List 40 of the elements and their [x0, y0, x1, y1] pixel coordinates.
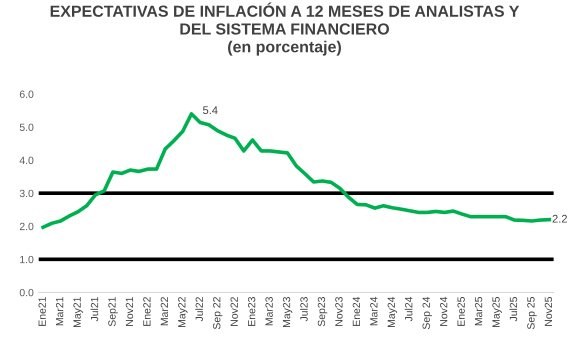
x-tick-label: May23	[282, 297, 292, 327]
x-tick-label: Ene24	[352, 296, 360, 326]
y-tick-label: 0.0	[20, 288, 34, 296]
x-tick-label: Mar23	[265, 297, 273, 326]
x-tick-label: Jul22	[195, 297, 203, 322]
x-tick-label: Nov21	[126, 297, 134, 326]
y-tick-label: 4.0	[20, 156, 34, 164]
x-tick-label: Ene21	[38, 297, 46, 326]
x-tick-label: Sep 25	[527, 297, 537, 330]
y-tick-label: 1.0	[20, 256, 34, 264]
x-tick-label: Jul23	[300, 297, 308, 322]
x-tick-label: May25	[492, 297, 502, 327]
y-tick-label: 3.0	[20, 190, 34, 198]
x-tick-label: Nov23	[335, 297, 343, 326]
y-tick-label: 2.0	[20, 222, 34, 230]
x-tick-label: Sep 24	[422, 296, 432, 330]
x-tick-label: Sep 22	[213, 297, 222, 330]
x-tick-label: Nov24	[440, 296, 448, 326]
x-tick-label: Ene22	[143, 297, 151, 326]
x-tick-label: Mar25	[474, 297, 482, 326]
x-tick-label: Nov25	[544, 297, 552, 326]
x-tick-label: Sep21	[108, 297, 118, 326]
x-tick-label: Jul25	[510, 297, 518, 322]
data-label: 5.4	[202, 106, 218, 114]
y-tick-label: 6.0	[20, 90, 34, 98]
x-tick-label: Jul24	[404, 296, 412, 322]
x-tick-label: Mar21	[56, 297, 64, 326]
x-tick-label: Sep23	[318, 297, 328, 326]
x-tick-label: Nov22	[230, 297, 238, 326]
chart-title: EXPECTATIVAS DE INFLACIÓN A 12 MESES DE ANALISTAS Y DEL SISTEMA FINANCIERO (en porcentaje)	[50, 2, 520, 56]
data-label: 2.2	[552, 214, 567, 223]
x-tick-label: Mar24	[370, 296, 378, 326]
x-tick-label: May21	[73, 297, 83, 327]
y-tick-label: 5.0	[20, 124, 34, 131]
x-tick-label: May24	[388, 296, 398, 327]
x-tick-label: Ene23	[248, 297, 256, 326]
x-tick-label: May22	[178, 297, 188, 327]
x-tick-label: Ene25	[457, 297, 465, 326]
x-tick-label: Mar22	[160, 297, 168, 326]
x-tick-label: Jul21	[90, 297, 98, 322]
